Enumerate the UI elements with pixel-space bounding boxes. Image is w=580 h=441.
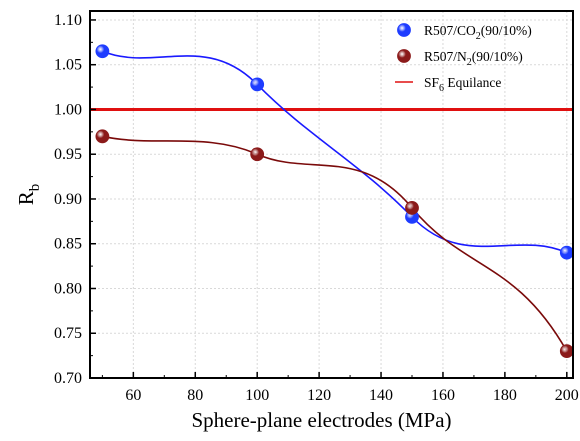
- legend-label: R507/N2(90/10%): [424, 49, 523, 68]
- plot-frame: [89, 10, 574, 379]
- legend-label-tail: (90/10%): [481, 23, 532, 38]
- series-line-1: [102, 50, 568, 254]
- series-group-2: [102, 135, 568, 352]
- x-tick-label: 200: [555, 387, 579, 404]
- legend-label-main: R507/CO: [424, 23, 476, 38]
- data-point: [405, 201, 419, 215]
- y-tick-label: 0.75: [54, 325, 82, 342]
- legend-label-main: SF: [424, 75, 440, 90]
- data-point: [559, 245, 574, 260]
- data-point: [250, 147, 265, 162]
- series-group-1: [102, 50, 568, 254]
- x-axis-title: Sphere-plane electrodes (MPa): [191, 408, 451, 432]
- legend-label-sub: 2: [476, 31, 481, 42]
- legend-marker: [397, 49, 411, 63]
- grid-lines: [90, 11, 573, 379]
- y-tick-label: 1.05: [54, 57, 82, 74]
- legend-label-tail: Equilance: [444, 75, 501, 90]
- legend-label-sub: 2: [467, 57, 472, 68]
- x-tick-label: 180: [493, 387, 517, 404]
- y-tick-label: 0.85: [54, 236, 82, 253]
- data-point: [95, 44, 110, 59]
- y-axis-title-main: R: [14, 191, 38, 205]
- x-tick-label: 140: [369, 387, 393, 404]
- y-tick-label: 0.70: [54, 370, 82, 387]
- y-tick-label: 1.00: [54, 101, 82, 118]
- y-tick-label: 0.80: [54, 280, 82, 297]
- legend-marker: [397, 23, 411, 37]
- x-tick-label: 80: [187, 387, 203, 404]
- x-tick-label: 160: [431, 387, 455, 404]
- data-point: [559, 344, 574, 359]
- legend-label: R507/CO2(90/10%): [424, 23, 532, 42]
- y-axis-title-sub: b: [27, 184, 43, 192]
- legend-label-sub: 6: [439, 83, 444, 94]
- x-tick-label: 60: [125, 387, 141, 404]
- x-tick-label: 120: [307, 387, 331, 404]
- x-tick-label: 100: [245, 387, 269, 404]
- data-point: [95, 129, 110, 144]
- series-line-2: [102, 135, 568, 352]
- legend: R507/CO2(90/10%)R507/N2(90/10%)SF6 Equil…: [395, 23, 532, 94]
- legend-label-tail: (90/10%): [472, 49, 523, 64]
- y-tick-label: 1.10: [54, 12, 82, 29]
- data-point: [250, 77, 265, 92]
- y-axis-title: Rb: [14, 184, 43, 206]
- y-tick-label: 0.95: [54, 146, 82, 163]
- legend-label-main: R507/N: [424, 49, 467, 64]
- legend-label: SF6 Equilance: [424, 75, 501, 94]
- y-tick-label: 0.90: [54, 191, 82, 208]
